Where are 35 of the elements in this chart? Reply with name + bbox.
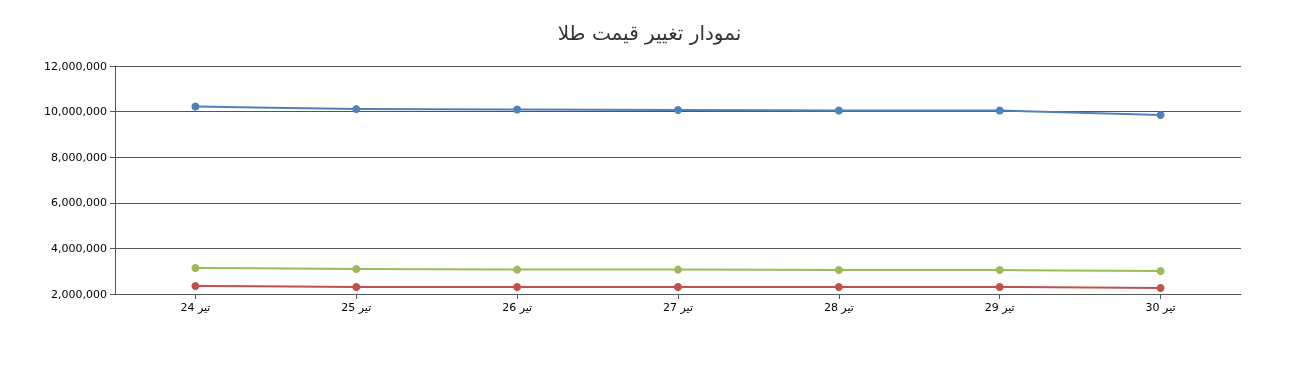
x-tick-label: 24 تیر	[180, 301, 211, 314]
point	[513, 282, 522, 291]
x-tick-label: 25 تیر	[341, 301, 372, 314]
point	[1156, 284, 1165, 293]
chart-title: نمودار تغییر قیمت طلا	[557, 21, 742, 45]
y-tick-label: 2,000,000	[51, 287, 107, 301]
x-tick-label: 26 تیر	[502, 301, 533, 314]
point	[352, 264, 361, 273]
point	[352, 105, 361, 114]
y-tick-label: 10,000,000	[44, 105, 107, 119]
point	[995, 106, 1004, 115]
point	[1156, 266, 1165, 275]
x-tick-label: 28 تیر	[823, 301, 854, 314]
point	[674, 265, 682, 274]
point	[1156, 111, 1165, 120]
point	[674, 282, 682, 291]
x-tick-label: 30 تیر	[1145, 301, 1176, 314]
point	[191, 264, 200, 273]
point	[834, 282, 843, 291]
point	[834, 266, 843, 275]
point	[191, 102, 200, 111]
x-tick-label: 29 تیر	[984, 301, 1015, 314]
point	[834, 106, 843, 115]
point	[995, 266, 1004, 275]
point	[513, 105, 522, 114]
point	[674, 106, 682, 114]
x-tick-label: 27 تیر	[663, 301, 693, 314]
point	[513, 265, 522, 274]
y-tick-label: 8,000,000	[51, 150, 107, 164]
point	[191, 282, 200, 291]
point	[995, 282, 1004, 291]
y-tick-label: 12,000,000	[44, 59, 107, 73]
y-tick-label: 4,000,000	[51, 241, 107, 255]
point	[352, 282, 361, 291]
y-tick-label: 6,000,000	[51, 196, 107, 210]
